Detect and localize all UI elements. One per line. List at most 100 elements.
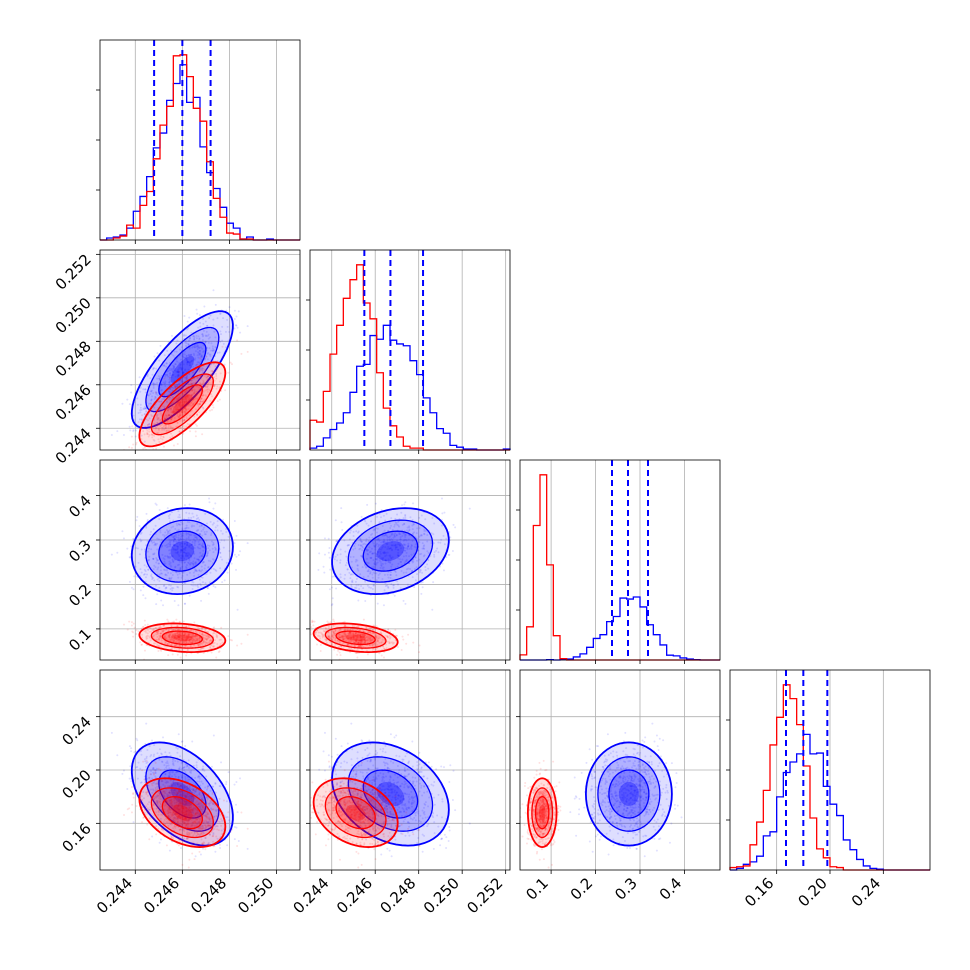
x-tick-label: 0.248 [187, 874, 230, 917]
axis-ticks [306, 299, 507, 454]
axis-ticks [516, 509, 685, 664]
contour-line [161, 384, 203, 425]
contour-line [158, 530, 207, 572]
gridlines [100, 670, 300, 870]
gridlines [310, 670, 510, 870]
y-tick-label: 0.3 [65, 536, 95, 566]
axis-ticks: 0.16 0.20 0.24 [726, 719, 884, 910]
scatter-series-0 [317, 722, 471, 858]
x-tick-label: 0.244 [289, 874, 332, 917]
y-tick-label: 0.1 [65, 625, 95, 655]
x-tick-label: 0.2 [567, 874, 597, 904]
gridlines [100, 460, 300, 660]
x-tick-label: 0.16 [741, 874, 777, 910]
x-tick-label: 0.244 [93, 874, 136, 917]
histogram-series-1 [100, 54, 300, 241]
contour-line [161, 630, 204, 646]
y-tick-label: 0.2 [65, 581, 95, 611]
contour-line [138, 622, 227, 654]
contour-line [324, 626, 387, 649]
gridlines [134, 40, 277, 240]
scatter-panel-2-1 [306, 459, 511, 664]
gridlines [100, 250, 300, 450]
gridlines [331, 250, 507, 450]
y-tick-label: 0.20 [58, 766, 94, 802]
contour-line [331, 507, 450, 596]
scatter-panel-2-0: 0.1 0.2 0.3 0.4 [65, 459, 301, 664]
scatter-series-0 [110, 289, 249, 443]
scatter-series-0 [548, 722, 683, 858]
gridlines [776, 670, 884, 870]
contour-line [138, 361, 227, 448]
scatter-series-1 [123, 339, 249, 450]
gridlines [550, 460, 685, 660]
contour-line [138, 777, 227, 848]
contour-line [312, 777, 399, 848]
scatter-series-1 [520, 759, 562, 869]
histogram-series-0 [730, 733, 930, 871]
contour-line [362, 530, 419, 572]
histogram-series-1 [519, 474, 720, 661]
y-tick-label: 0.246 [52, 381, 95, 424]
x-tick-label: 0.20 [794, 874, 830, 910]
scatter-series-1 [123, 618, 249, 660]
x-tick-label: 0.1 [522, 874, 552, 904]
contour-line [150, 787, 215, 839]
contour-line [312, 622, 399, 654]
contour-line [347, 756, 434, 832]
contour-line [161, 796, 204, 830]
contour-line [526, 777, 558, 848]
scatter-series-1 [310, 760, 421, 869]
histogram-panel-2 [516, 459, 721, 664]
contour-line [335, 630, 376, 646]
y-tick-label: 0.250 [52, 294, 95, 337]
contour-line [608, 769, 650, 819]
x-tick-label: 0.252 [463, 874, 506, 917]
scatter-series-0 [110, 497, 249, 632]
y-tick-label: 0.244 [52, 424, 95, 467]
x-tick-label: 0.250 [420, 874, 463, 917]
scatter-panel-3-2: 0.1 0.2 0.3 0.4 [516, 669, 721, 904]
histogram-panel-0 [96, 39, 301, 244]
scatter-series-0 [317, 497, 471, 632]
histogram-panel-1 [306, 249, 511, 454]
y-tick-label: 0.16 [58, 819, 94, 855]
scatter-series-1 [310, 618, 421, 660]
scatter-series-1 [123, 759, 249, 869]
contour-line [347, 519, 434, 583]
contour-line [130, 507, 234, 596]
x-tick-label: 0.248 [376, 874, 419, 917]
y-tick-label: 0.24 [58, 713, 94, 749]
scatter-panel-3-0: 0.244 0.246 0.248 0.250 0.16 0.20 0.24 [58, 669, 301, 917]
histogram-series-0 [520, 596, 720, 661]
contour-line [158, 769, 207, 819]
contour-line [145, 519, 220, 583]
y-tick-label: 0.252 [52, 250, 95, 293]
gridlines [520, 670, 720, 870]
x-tick-label: 0.3 [611, 874, 641, 904]
histogram-panel-3: 0.16 0.20 0.24 [726, 669, 931, 910]
contour-line [534, 796, 550, 830]
x-tick-label: 0.246 [333, 874, 376, 917]
contour-line [324, 787, 387, 839]
contour-line [531, 787, 554, 839]
x-tick-label: 0.24 [848, 874, 884, 910]
histogram-series-0 [309, 324, 511, 451]
contour-line [584, 741, 673, 847]
y-tick-label: 0.4 [65, 492, 95, 522]
x-tick-label: 0.246 [140, 874, 183, 917]
x-tick-label: 0.250 [234, 874, 277, 917]
scatter-panel-3-1: 0.244 0.246 0.248 0.250 0.252 [289, 669, 511, 917]
contour-line [335, 796, 376, 830]
axis-ticks [306, 495, 507, 664]
x-tick-label: 0.4 [656, 874, 686, 904]
contour-line [150, 626, 215, 649]
axis-ticks [96, 89, 277, 244]
histogram-series-0 [100, 64, 300, 241]
y-tick-label: 0.248 [52, 337, 95, 380]
contour-line [130, 310, 234, 429]
contour-line [130, 741, 234, 847]
contour-line [150, 373, 214, 436]
